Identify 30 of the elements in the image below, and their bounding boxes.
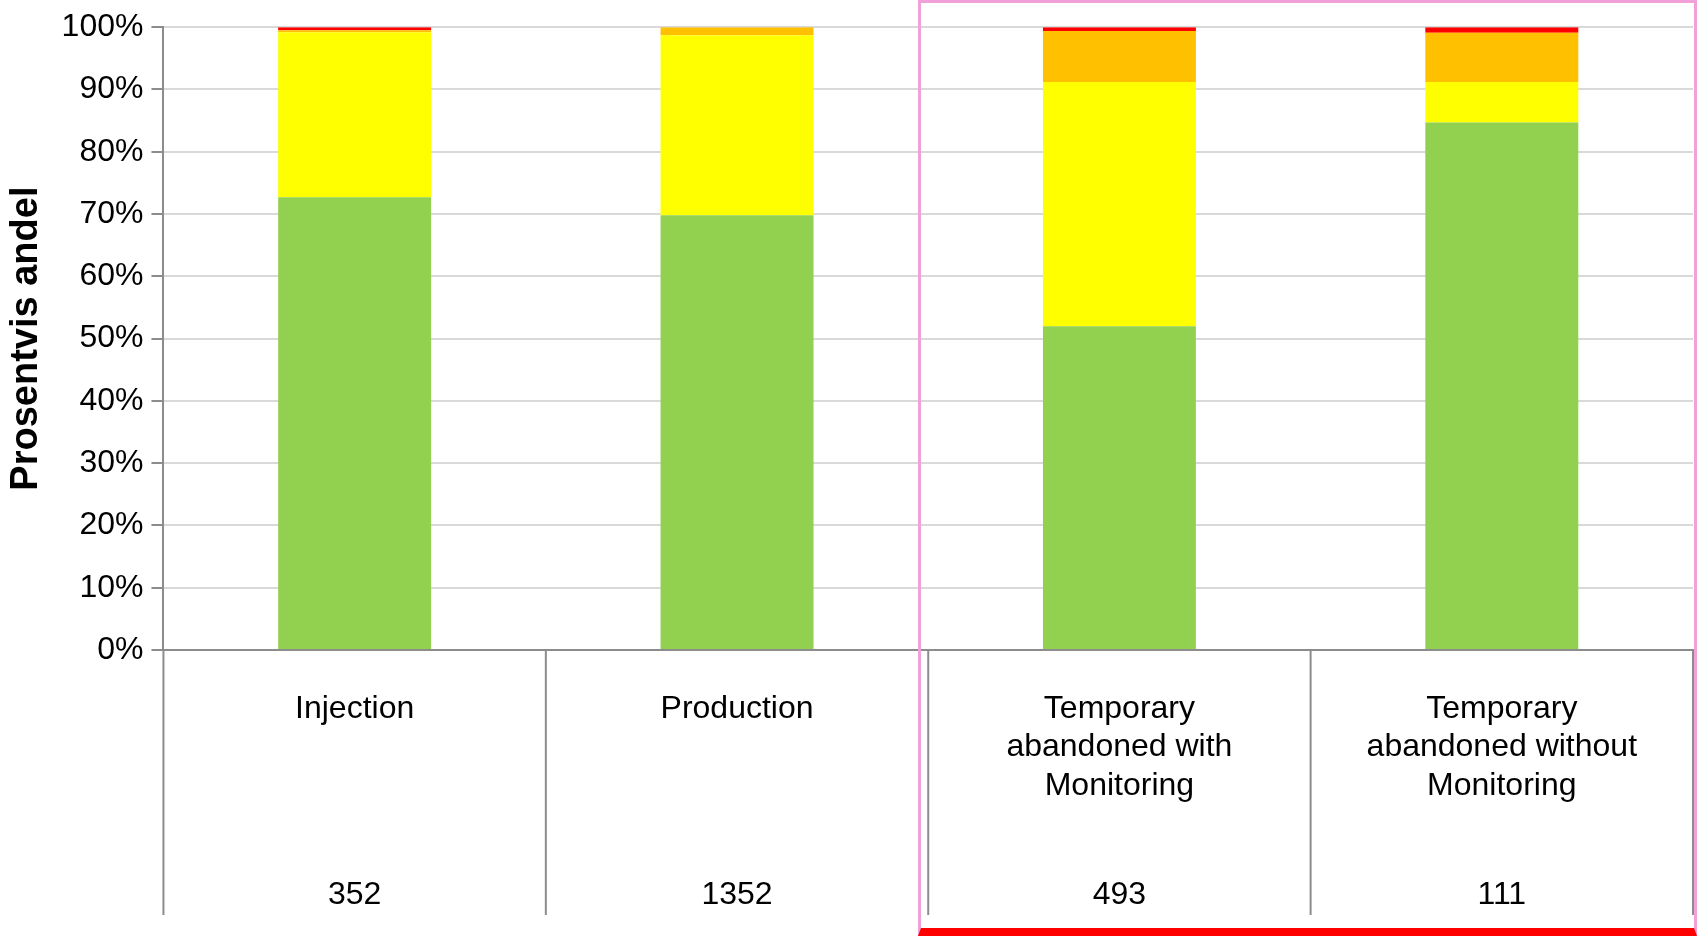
y-tick-label: 10% xyxy=(79,567,144,604)
y-tick-label: 90% xyxy=(79,69,144,106)
y-tick-label: 70% xyxy=(79,193,144,230)
y-axis-title: Prosentvis andel xyxy=(3,186,46,491)
bar xyxy=(660,215,814,649)
y-tick-label: 60% xyxy=(79,256,144,293)
bar xyxy=(1042,326,1196,649)
text: 1352 xyxy=(701,874,773,911)
y-tick-label: 50% xyxy=(79,318,144,355)
x-tick-label: Production xyxy=(660,689,814,726)
x-tick-label: Temporary abandoned without Monitoring xyxy=(1366,689,1638,802)
text: 111 xyxy=(1477,874,1527,911)
bar xyxy=(1425,122,1579,649)
x-tick-label: Temporary abandoned with Monitoring xyxy=(1006,689,1233,802)
bar xyxy=(1425,82,1579,123)
y-tick-label: 20% xyxy=(79,505,144,542)
bar xyxy=(1042,82,1196,327)
y-tick-label: 80% xyxy=(79,131,144,168)
text: 352 xyxy=(327,874,382,911)
bar xyxy=(278,32,432,198)
bar xyxy=(278,197,432,649)
y-tick-label: 30% xyxy=(79,442,144,479)
y-tick-label: 0% xyxy=(97,629,144,666)
y-tick-label: 40% xyxy=(79,380,144,417)
text: 493 xyxy=(1092,874,1147,911)
y-tick-label: 100% xyxy=(61,7,144,44)
bar xyxy=(1425,32,1579,83)
bar xyxy=(1042,30,1196,83)
x-tick-label: Injection xyxy=(295,689,415,726)
bar xyxy=(660,35,814,216)
